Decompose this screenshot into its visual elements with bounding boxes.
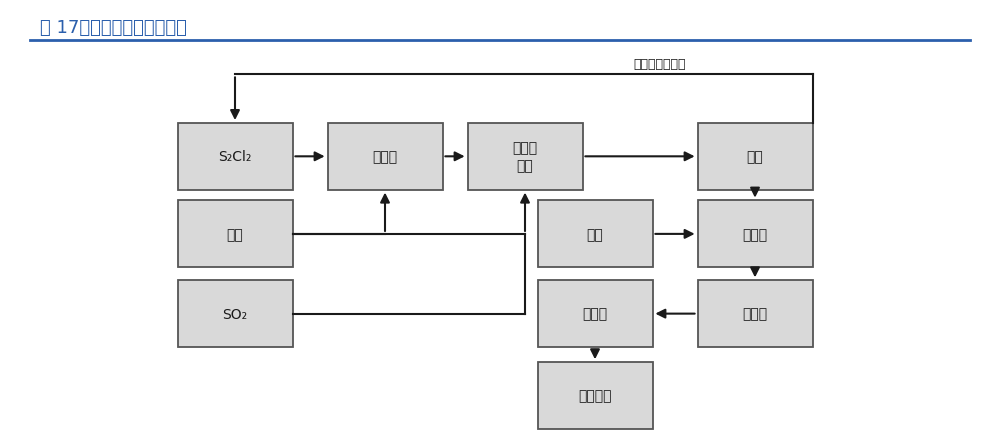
Text: 图 17：氯化亚砜的制备过程: 图 17：氯化亚砜的制备过程 xyxy=(40,19,187,37)
FancyBboxPatch shape xyxy=(538,281,652,347)
FancyBboxPatch shape xyxy=(538,362,652,429)
Text: 氯化亚砜: 氯化亚砜 xyxy=(578,389,612,402)
FancyBboxPatch shape xyxy=(698,281,812,347)
Text: 催化反
应器: 催化反 应器 xyxy=(512,141,538,172)
FancyBboxPatch shape xyxy=(178,201,292,267)
FancyBboxPatch shape xyxy=(468,124,582,190)
FancyBboxPatch shape xyxy=(538,201,652,267)
Text: 蒸馏釜: 蒸馏釜 xyxy=(742,307,768,321)
Text: 精馏釜: 精馏釜 xyxy=(582,307,608,321)
Text: 反应釜: 反应釜 xyxy=(372,150,398,164)
FancyBboxPatch shape xyxy=(698,201,812,267)
Text: 粗品: 粗品 xyxy=(747,150,763,164)
FancyBboxPatch shape xyxy=(178,281,292,347)
Text: 配硫罐: 配硫罐 xyxy=(742,227,768,241)
FancyBboxPatch shape xyxy=(698,124,812,190)
Text: 硫磺: 硫磺 xyxy=(587,227,603,241)
Text: 副产品循环回收: 副产品循环回收 xyxy=(634,58,686,71)
Text: 液氯: 液氯 xyxy=(227,227,243,241)
Text: SO₂: SO₂ xyxy=(222,307,248,321)
FancyBboxPatch shape xyxy=(328,124,442,190)
Text: S₂Cl₂: S₂Cl₂ xyxy=(218,150,252,164)
FancyBboxPatch shape xyxy=(178,124,292,190)
